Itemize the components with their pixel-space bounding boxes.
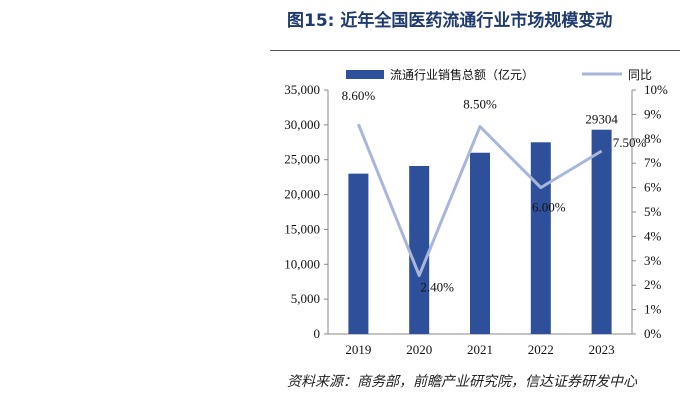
bar (591, 129, 612, 334)
legend-bar-label: 流通行业销售总额（亿元） (390, 67, 534, 82)
line-value-label: 6.00% (532, 200, 566, 215)
bar (470, 152, 490, 334)
x-tick-label: 2020 (406, 342, 432, 357)
legend-line-label: 同比 (628, 68, 652, 82)
source-note: 资料来源：商务部，前瞻产业研究院，信达证券研发中心 (287, 374, 637, 390)
legend-bar-swatch (346, 70, 384, 79)
y-tick-label-left: 30,000 (284, 117, 320, 132)
y-tick-label-left: 0 (314, 326, 321, 341)
y-tick-label-right: 5% (644, 204, 662, 219)
chart: 流通行业销售总额（亿元） 同比 0 5,000 10,000 15,000 20,000… (284, 67, 668, 357)
line-value-label: 2.40% (420, 279, 454, 294)
y-tick-label-right: 2% (644, 277, 662, 292)
figure-title: 图15: 近年全国医药流通行业市场规模变动 (287, 11, 613, 31)
bar (530, 142, 551, 334)
legend: 流通行业销售总额（亿元） 同比 (346, 67, 652, 82)
bar (409, 165, 430, 334)
y-tick-label-left: 25,000 (284, 152, 320, 167)
bar (348, 173, 369, 334)
y-tick-label-right: 9% (644, 106, 662, 121)
line-value-label: 7.50% (613, 135, 647, 150)
y-tick-label-right: 10% (644, 82, 668, 97)
bar-value-label: 29304 (585, 112, 618, 127)
line-value-label: 8.60% (342, 88, 376, 103)
y-tick-label-left: 35,000 (284, 82, 320, 97)
y-tick-label-right: 6% (644, 180, 662, 195)
x-tick-label: 2023 (589, 342, 615, 357)
y-tick-label-left: 15,000 (284, 221, 320, 236)
y-tick-label-left: 20,000 (284, 187, 320, 202)
line-series (357, 123, 603, 277)
x-tick-label: 2019 (345, 342, 371, 357)
y-tick-label-right: 3% (644, 253, 662, 268)
line-value-label: 8.50% (463, 97, 497, 112)
title-rule (270, 50, 680, 51)
y-tick-label-left: 10,000 (284, 256, 320, 271)
y-tick-label-right: 7% (644, 155, 662, 170)
plot-area: 0 5,000 10,000 15,000 20,000 25,000 30,000 35,0… (284, 82, 668, 357)
y-tick-label-left: 5,000 (291, 291, 320, 306)
y-tick-label-right: 4% (644, 228, 662, 243)
x-tick-label: 2022 (528, 342, 554, 357)
y-tick-label-right: 0% (644, 326, 662, 341)
x-tick-label: 2021 (467, 342, 493, 357)
y-tick-label-right: 1% (644, 302, 662, 317)
y-tick-label-right: 8% (644, 131, 662, 146)
